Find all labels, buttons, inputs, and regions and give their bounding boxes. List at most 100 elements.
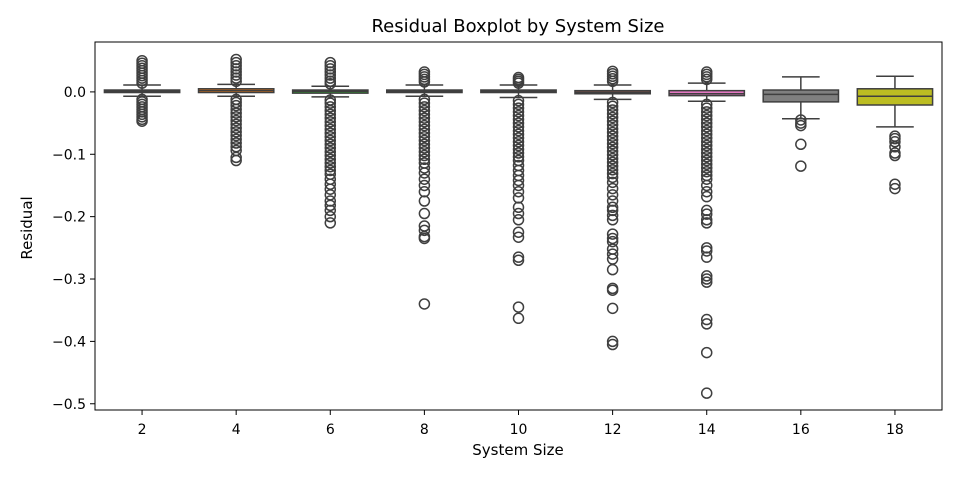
outlier-point <box>136 115 148 127</box>
y-axis: 0.0 −0.1 −0.2 −0.3 −0.4 −0.5 <box>52 85 95 413</box>
outlier-point <box>418 195 431 207</box>
outlier-point <box>700 151 713 163</box>
x-tick-label: 18 <box>886 422 904 438</box>
outlier-point <box>418 108 431 121</box>
plot-area <box>103 53 934 399</box>
outlier-point <box>418 153 431 166</box>
box-group-6 <box>291 56 369 229</box>
x-tick-label: 16 <box>792 422 810 438</box>
outlier-point <box>418 119 431 132</box>
y-tick-label: −0.1 <box>52 147 86 163</box>
outlier-point <box>700 217 713 229</box>
outlier-point <box>606 75 619 88</box>
outlier-point <box>418 97 431 109</box>
outlier-point <box>700 147 713 159</box>
outlier-point <box>324 97 337 109</box>
outlier-point <box>418 162 431 174</box>
outlier-point <box>418 138 431 151</box>
box-group-10 <box>480 71 557 325</box>
box-group-12 <box>574 65 652 351</box>
outlier-point <box>512 207 525 220</box>
outlier-point <box>512 185 525 198</box>
outlier-point <box>230 69 242 81</box>
outlier-point <box>512 117 525 129</box>
outlier-point <box>889 141 901 153</box>
outlier-point <box>700 179 713 192</box>
box-group-14 <box>668 66 746 399</box>
outlier-point <box>512 151 525 163</box>
outlier-point <box>606 119 619 131</box>
outlier-point <box>418 146 431 158</box>
outlier-point <box>418 224 431 237</box>
outlier-point <box>700 318 713 330</box>
outlier-point <box>230 107 242 119</box>
outlier-point <box>324 119 337 132</box>
outlier-point <box>606 201 619 214</box>
outlier-point <box>700 245 713 257</box>
outlier-point <box>230 154 242 167</box>
outlier-point <box>700 128 713 141</box>
outlier-point <box>324 69 337 81</box>
outlier-point <box>230 114 242 127</box>
outlier-point <box>324 123 337 136</box>
outlier-point <box>324 157 337 169</box>
outlier-point <box>512 231 525 243</box>
outlier-point <box>606 263 619 276</box>
outlier-point <box>512 139 525 152</box>
outlier-point <box>606 171 619 184</box>
outlier-point <box>606 164 619 176</box>
outlier-point <box>700 276 713 288</box>
outlier-point <box>700 113 713 126</box>
outlier-point <box>418 142 431 154</box>
outlier-point <box>606 100 619 112</box>
outlier-point <box>606 126 619 139</box>
box-group-4 <box>197 53 275 167</box>
outlier-point <box>512 106 525 118</box>
y-tick-label: −0.3 <box>52 272 86 288</box>
outlier-point <box>230 129 242 142</box>
outlier-point <box>418 167 431 179</box>
outlier-point <box>512 94 525 107</box>
outlier-point <box>700 102 713 114</box>
outlier-point <box>606 134 619 146</box>
x-tick-label: 10 <box>510 422 528 438</box>
outlier-point <box>512 98 525 111</box>
outlier-point <box>512 301 525 313</box>
outlier-point <box>606 152 619 165</box>
outlier-point <box>606 302 619 315</box>
outlier-point <box>418 93 431 106</box>
outlier-point <box>700 143 713 156</box>
outlier-point <box>418 232 431 245</box>
outlier-point <box>324 164 337 177</box>
outlier-point <box>512 201 525 214</box>
outlier-point <box>606 130 619 142</box>
outlier-point <box>700 165 713 178</box>
outlier-point <box>606 176 619 189</box>
outlier-point <box>700 132 713 144</box>
y-axis-label: Residual <box>18 196 36 259</box>
outlier-point <box>606 228 619 240</box>
outlier-point <box>512 136 525 148</box>
outlier-point <box>606 137 619 150</box>
outlier-point <box>512 179 525 192</box>
outlier-point <box>230 103 242 116</box>
outlier-point <box>700 73 713 86</box>
x-tick-label: 8 <box>420 422 429 438</box>
outlier-point <box>889 149 901 162</box>
outlier-point <box>324 134 337 147</box>
outlier-point <box>230 75 242 88</box>
outlier-point <box>418 179 431 192</box>
outlier-point <box>606 149 619 161</box>
outlier-point <box>700 121 713 133</box>
outlier-point <box>324 217 337 229</box>
outlier-point <box>700 162 713 174</box>
outlier-point <box>230 122 242 134</box>
outlier-point <box>606 145 619 157</box>
outlier-point <box>512 147 525 159</box>
outlier-point <box>700 106 713 118</box>
outlier-point <box>324 108 337 121</box>
outlier-point <box>418 173 431 185</box>
outlier-point <box>889 136 901 148</box>
